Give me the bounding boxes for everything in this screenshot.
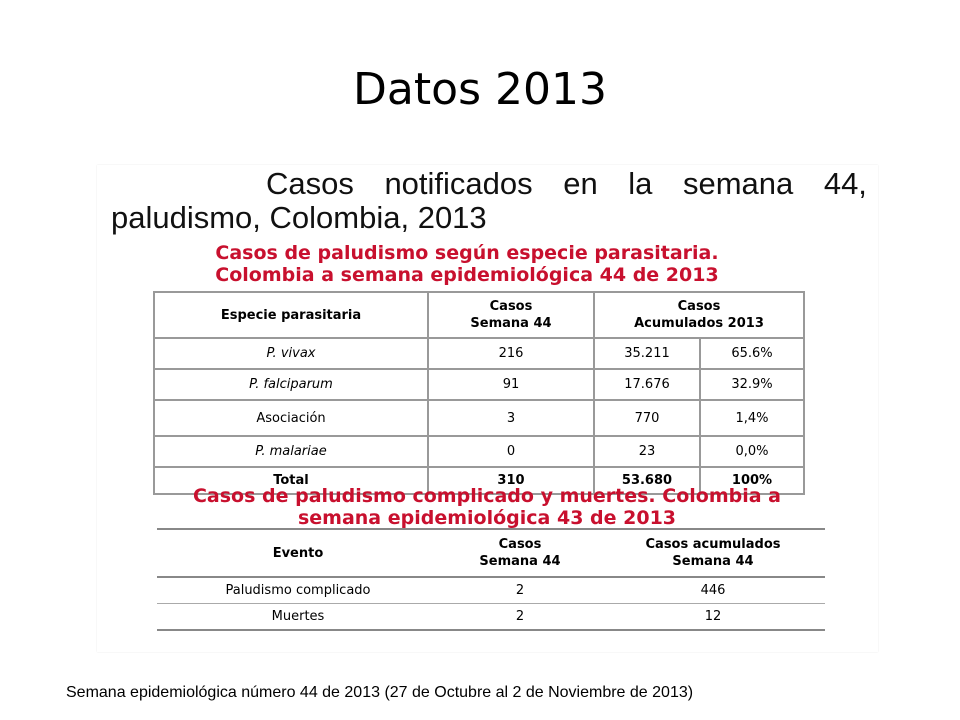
total-label: Total [153, 466, 429, 495]
table-header-row: Evento Casos Semana 44 Casos acumulados … [157, 528, 825, 578]
event-cell: Paludismo complicado [157, 577, 439, 604]
table-row: Muertes 2 12 [157, 603, 825, 631]
heading-word: notificados [384, 166, 533, 201]
species-cell: P. falciparum [153, 368, 429, 401]
total-pct: 100% [699, 466, 805, 495]
heading-word: la [628, 166, 653, 201]
header-cumulative: Casos acumulados Semana 44 [601, 528, 825, 578]
slide-title: Datos 2013 [353, 64, 607, 115]
event-cell: Muertes [157, 603, 439, 631]
cum-cell: 35.211 [593, 337, 701, 370]
header-cum-line2: Acumulados 2013 [634, 316, 764, 331]
table2-title-line1: Casos de paludismo complicado y muertes.… [192, 485, 782, 507]
cum-cell: 12 [601, 603, 825, 631]
table2-title-line2: semana epidemiológica 43 de 2013 [297, 507, 677, 529]
week-cell: 2 [439, 603, 601, 631]
heading-word: semana [682, 166, 794, 201]
header-week: Casos Semana 44 [427, 291, 595, 339]
table-row: P. malariae 0 23 0,0% [153, 435, 805, 468]
week-cell: 91 [427, 368, 595, 401]
figure-heading-line1: Casos notificados en la semana 44, [111, 167, 867, 201]
header-species: Especie parasitaria [153, 291, 429, 339]
week-cell: 216 [427, 337, 595, 370]
header-cumulative: Casos Acumulados 2013 [593, 291, 805, 339]
header-week-line1: Casos [489, 299, 533, 314]
figure-heading-line2: paludismo, Colombia, 2013 [111, 200, 487, 235]
figure-heading: Casos notificados en la semana 44, palud… [111, 167, 867, 235]
pct-cell: 0,0% [699, 435, 805, 468]
slide-footnote: Semana epidemiológica número 44 de 2013 … [66, 684, 694, 701]
table1-title-line1: Casos de paludismo según especie parasit… [215, 242, 719, 264]
species-cell: P. malariae [153, 435, 429, 468]
pct-cell: 32.9% [699, 368, 805, 401]
header-week-line1: Casos [498, 537, 542, 552]
table1-title-line2: Colombia a semana epidemiológica 44 de 2… [215, 264, 719, 286]
header-cum-line2: Semana 44 [672, 554, 754, 569]
table1-title: Casos de paludismo según especie parasit… [137, 242, 797, 286]
report-figure: Casos notificados en la semana 44, palud… [97, 165, 878, 652]
species-cell: Asociación [153, 399, 429, 437]
pct-cell: 65.6% [699, 337, 805, 370]
total-row: Total 310 53.680 100% [153, 466, 805, 495]
week-cell: 3 [427, 399, 595, 437]
heading-word: en [563, 166, 598, 201]
cum-cell: 23 [593, 435, 701, 468]
header-cum-line1: Casos [677, 299, 721, 314]
cum-cell: 17.676 [593, 368, 701, 401]
table-row: P. falciparum 91 17.676 32.9% [153, 368, 805, 401]
table-row: Asociación 3 770 1,4% [153, 399, 805, 437]
heading-word: Casos [266, 166, 354, 201]
header-week: Casos Semana 44 [439, 528, 601, 578]
header-week-line2: Semana 44 [470, 316, 552, 331]
cum-cell: 446 [601, 577, 825, 604]
header-event: Evento [157, 528, 439, 578]
species-cell: P. vivax [153, 337, 429, 370]
week-cell: 0 [427, 435, 595, 468]
week-cell: 2 [439, 577, 601, 604]
complications-table: Evento Casos Semana 44 Casos acumulados … [157, 528, 825, 631]
header-cum-line1: Casos acumulados [645, 537, 781, 552]
pct-cell: 1,4% [699, 399, 805, 437]
table2-title: Casos de paludismo complicado y muertes.… [117, 485, 857, 529]
species-table: Especie parasitaria Casos Semana 44 Caso… [153, 291, 805, 495]
cum-cell: 770 [593, 399, 701, 437]
table-row: P. vivax 216 35.211 65.6% [153, 337, 805, 370]
total-cum: 53.680 [593, 466, 701, 495]
header-week-line2: Semana 44 [479, 554, 561, 569]
table-header-row: Especie parasitaria Casos Semana 44 Caso… [153, 291, 805, 339]
total-week: 310 [427, 466, 595, 495]
table-row: Paludismo complicado 2 446 [157, 577, 825, 604]
heading-word: 44, [823, 166, 867, 201]
